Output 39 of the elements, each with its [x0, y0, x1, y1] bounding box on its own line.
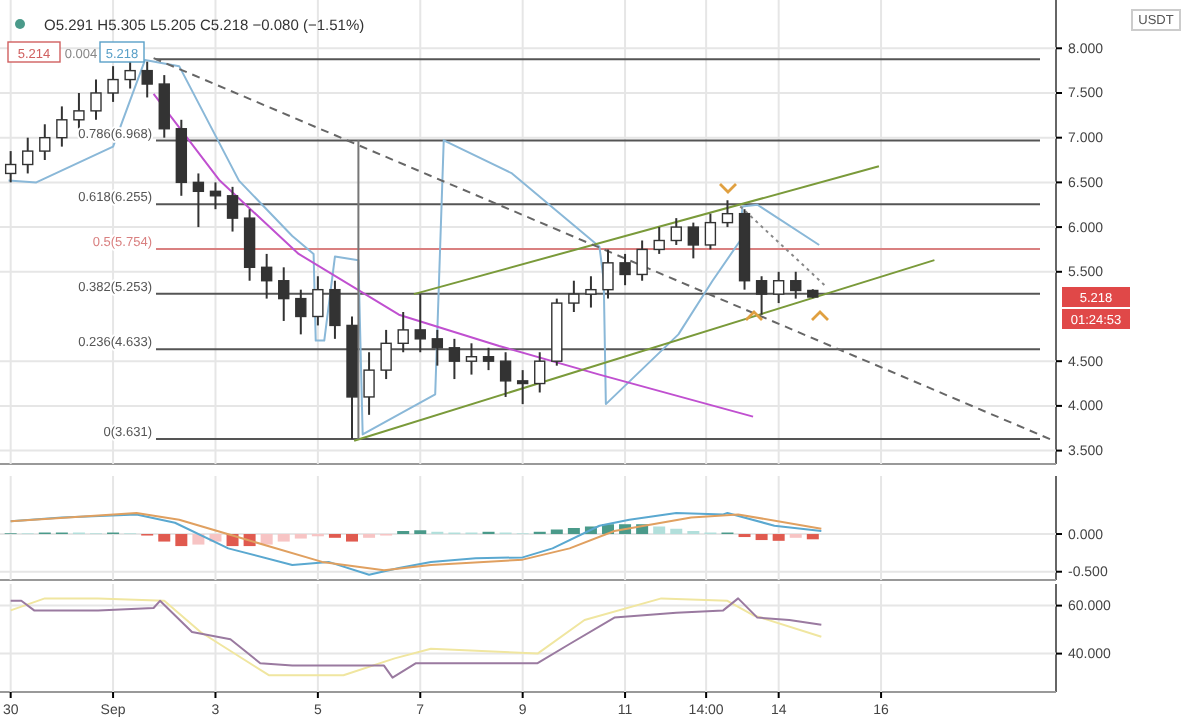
candlestick [534, 351, 546, 394]
candlestick [687, 221, 700, 260]
candlestick [278, 266, 290, 322]
candlestick [22, 136, 34, 175]
candlestick [4, 150, 17, 184]
candlestick [653, 226, 665, 255]
candlestick [226, 185, 239, 233]
candlestick [482, 346, 495, 372]
candlestick [755, 275, 768, 316]
candlestick [39, 123, 51, 162]
candlestick [585, 275, 597, 309]
candlestick [363, 351, 375, 416]
candlestick [670, 217, 682, 246]
candlestick [619, 252, 631, 287]
candlestick [73, 91, 85, 130]
candlestick [397, 311, 409, 354]
candlestick [499, 351, 512, 398]
candlestick [465, 342, 478, 376]
candlestick [704, 212, 717, 251]
candlestick [158, 74, 170, 139]
candlestick [636, 239, 648, 282]
candlestick [295, 288, 307, 336]
candlestick [721, 199, 734, 229]
candlestick [329, 279, 341, 340]
candlestick [414, 293, 426, 354]
candlestick [602, 248, 614, 300]
candlestick [380, 328, 392, 381]
candlestick [192, 172, 205, 229]
candlestick [516, 369, 529, 406]
candlestick [312, 275, 324, 327]
candlestick [772, 270, 785, 305]
candlestick [790, 270, 802, 300]
candlestick [56, 105, 68, 148]
candlestick [260, 252, 273, 300]
candlestick [568, 279, 580, 314]
candlestick [90, 78, 102, 121]
candlestick [431, 328, 444, 367]
candlestick [448, 337, 461, 381]
candlestick [141, 60, 153, 99]
